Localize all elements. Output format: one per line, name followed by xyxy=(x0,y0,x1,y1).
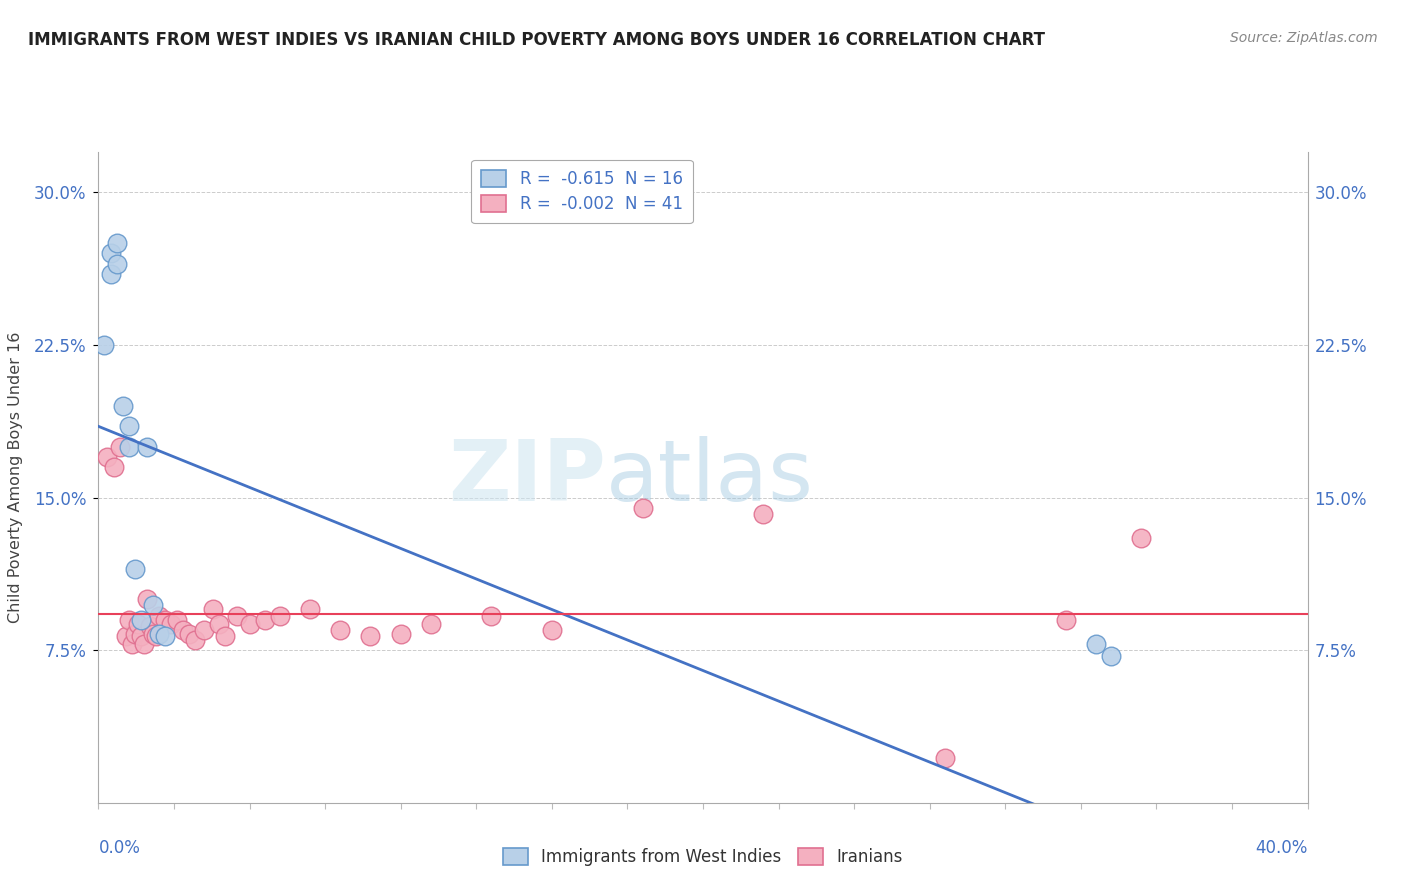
Point xyxy=(934,751,956,765)
Point xyxy=(269,608,291,623)
Point xyxy=(1085,637,1108,651)
Point xyxy=(1130,531,1153,545)
Point xyxy=(214,629,236,643)
Point xyxy=(1054,613,1077,627)
Point xyxy=(132,637,155,651)
Point xyxy=(299,602,322,616)
Point xyxy=(202,602,225,616)
Text: IMMIGRANTS FROM WEST INDIES VS IRANIAN CHILD POVERTY AMONG BOYS UNDER 16 CORRELA: IMMIGRANTS FROM WEST INDIES VS IRANIAN C… xyxy=(28,31,1045,49)
Point xyxy=(179,627,201,641)
Text: ZIP: ZIP xyxy=(449,435,606,519)
Point xyxy=(124,562,146,576)
Point xyxy=(329,623,352,637)
Point xyxy=(184,633,207,648)
Point xyxy=(93,338,115,352)
Text: 0.0%: 0.0% xyxy=(98,838,141,856)
Point xyxy=(239,616,262,631)
Point xyxy=(153,629,176,643)
Point xyxy=(172,623,194,637)
Point xyxy=(360,629,382,643)
Point xyxy=(481,608,503,623)
Point xyxy=(1099,649,1122,664)
Point xyxy=(100,267,122,281)
Point xyxy=(142,599,165,613)
Point xyxy=(193,623,215,637)
Point xyxy=(226,608,249,623)
Point xyxy=(208,616,231,631)
Point xyxy=(111,399,134,413)
Text: 40.0%: 40.0% xyxy=(1256,838,1308,856)
Point xyxy=(108,440,131,454)
Point xyxy=(389,627,412,641)
Point xyxy=(148,608,170,623)
Point xyxy=(540,623,562,637)
Point xyxy=(124,627,146,641)
Point xyxy=(631,500,654,515)
Point xyxy=(148,627,170,641)
Point xyxy=(129,613,152,627)
Point xyxy=(166,613,188,627)
Legend: Immigrants from West Indies, Iranians: Immigrants from West Indies, Iranians xyxy=(496,841,910,872)
Point xyxy=(114,629,136,643)
Point xyxy=(135,592,157,607)
Point xyxy=(420,616,443,631)
Point xyxy=(103,460,125,475)
Y-axis label: Child Poverty Among Boys Under 16: Child Poverty Among Boys Under 16 xyxy=(8,332,22,623)
Point xyxy=(253,613,276,627)
Point xyxy=(96,450,118,464)
Point xyxy=(118,613,141,627)
Point xyxy=(105,236,128,251)
Point xyxy=(121,637,143,651)
Point xyxy=(142,627,165,641)
Point xyxy=(135,440,157,454)
Point xyxy=(100,246,122,260)
Text: Source: ZipAtlas.com: Source: ZipAtlas.com xyxy=(1230,31,1378,45)
Point xyxy=(129,629,152,643)
Point xyxy=(160,616,183,631)
Point xyxy=(118,419,141,434)
Point xyxy=(105,256,128,270)
Point xyxy=(118,440,141,454)
Point xyxy=(752,507,775,521)
Point xyxy=(153,613,176,627)
Point xyxy=(145,629,167,643)
Point xyxy=(139,619,162,633)
Point xyxy=(127,616,149,631)
Text: atlas: atlas xyxy=(606,435,814,519)
